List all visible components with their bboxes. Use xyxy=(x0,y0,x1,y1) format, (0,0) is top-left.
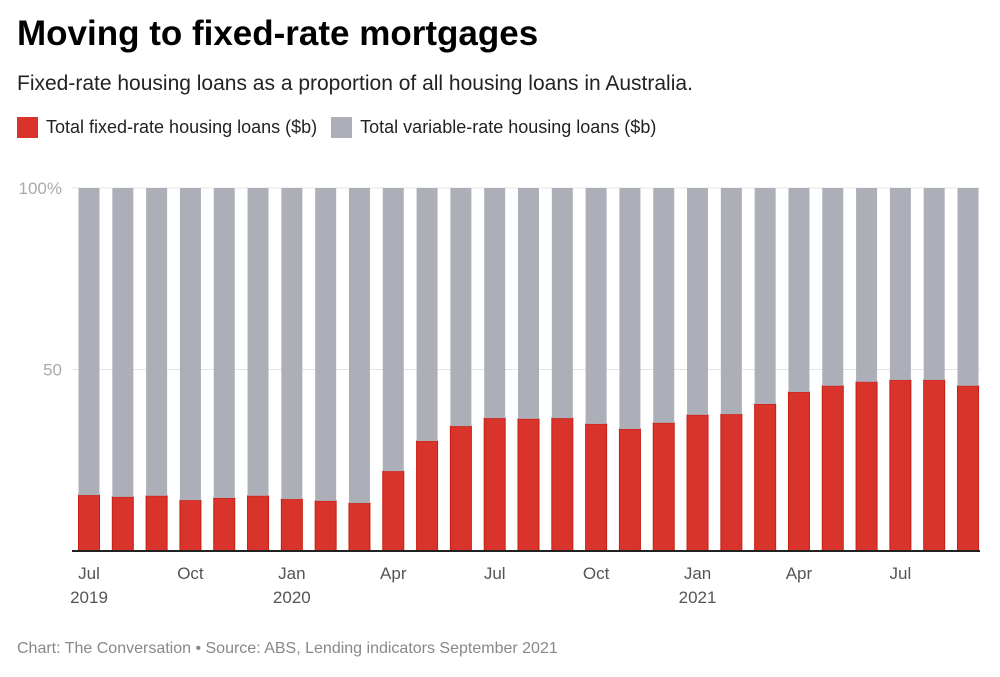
bar-variable xyxy=(179,188,201,501)
bar-variable xyxy=(720,188,742,415)
bar-variable xyxy=(585,188,607,424)
bar-fixed xyxy=(179,499,202,552)
bar-variable xyxy=(889,188,911,381)
bar-variable xyxy=(247,188,269,496)
bar-variable xyxy=(619,188,641,430)
bar-variable xyxy=(315,188,337,501)
legend-item-variable: Total variable-rate housing loans ($b) xyxy=(331,117,656,138)
bar-variable xyxy=(348,188,370,504)
bar-variable xyxy=(957,188,979,386)
bar-fixed xyxy=(957,385,979,552)
bar-fixed xyxy=(348,502,371,552)
bar-variable xyxy=(382,188,404,472)
bar-variable xyxy=(518,188,539,419)
x-tick-label: Jan xyxy=(278,564,305,583)
x-tick-label: Jul xyxy=(890,564,912,583)
chart-title: Moving to fixed-rate mortgages xyxy=(17,14,539,53)
x-tick-label: Apr xyxy=(786,564,813,583)
bar-variable xyxy=(551,188,573,419)
bar-fixed xyxy=(247,495,270,552)
legend: Total fixed-rate housing loans ($b) Tota… xyxy=(17,117,656,138)
bar-fixed xyxy=(652,422,675,552)
bar-fixed xyxy=(517,418,540,552)
bar-variable xyxy=(923,188,945,381)
x-tick-label: Oct xyxy=(583,564,610,583)
bar-fixed xyxy=(686,414,709,552)
bar-variable xyxy=(450,188,472,427)
bar-fixed xyxy=(889,379,912,552)
y-tick-label: 100% xyxy=(19,179,62,198)
x-tick-year: 2020 xyxy=(273,588,311,607)
bar-fixed xyxy=(618,428,641,552)
chart-subtitle: Fixed-rate housing loans as a proportion… xyxy=(17,72,693,95)
bar-fixed xyxy=(280,498,303,552)
x-tick-label: Apr xyxy=(380,564,407,583)
x-tick-label: Jan xyxy=(684,564,711,583)
bar-fixed xyxy=(923,379,946,552)
bar-fixed xyxy=(382,470,405,552)
bar-variable xyxy=(856,188,878,382)
bar-fixed xyxy=(213,497,236,552)
bar-fixed xyxy=(145,495,168,552)
x-tick-label: Jul xyxy=(78,564,100,583)
bar-fixed xyxy=(787,391,810,552)
legend-swatch-fixed xyxy=(17,117,38,138)
legend-item-fixed: Total fixed-rate housing loans ($b) xyxy=(17,117,317,138)
x-tick-year: 2021 xyxy=(679,588,717,607)
bar-fixed xyxy=(551,417,574,552)
bar-fixed xyxy=(720,413,743,552)
bar-variable xyxy=(653,188,675,423)
chart-source: Chart: The Conversation • Source: ABS, L… xyxy=(17,640,558,657)
bar-variable xyxy=(788,188,810,393)
bar-variable xyxy=(484,188,506,419)
bar-fixed xyxy=(585,423,608,552)
bar-fixed xyxy=(78,494,100,552)
bar-variable xyxy=(822,188,844,386)
y-tick-label: 50 xyxy=(43,361,62,380)
x-tick-label: Oct xyxy=(177,564,204,583)
bar-variable xyxy=(754,188,776,404)
bar-variable xyxy=(416,188,438,442)
bar-fixed xyxy=(483,417,506,552)
bar-variable xyxy=(687,188,709,415)
bar-variable xyxy=(213,188,235,499)
bar-variable xyxy=(112,188,134,497)
bar-variable xyxy=(146,188,168,496)
legend-label-variable: Total variable-rate housing loans ($b) xyxy=(360,117,657,137)
bar-fixed xyxy=(416,440,439,552)
bar-fixed xyxy=(821,385,844,552)
bar-variable xyxy=(281,188,303,500)
legend-label-fixed: Total fixed-rate housing loans ($b) xyxy=(46,117,318,137)
x-tick-label: Jul xyxy=(484,564,506,583)
bar-variable xyxy=(78,188,100,496)
legend-swatch-variable xyxy=(331,117,353,138)
bar-fixed xyxy=(111,496,134,552)
bar-fixed xyxy=(449,425,472,552)
bar-fixed xyxy=(754,403,777,552)
bar-fixed xyxy=(314,500,337,552)
bar-fixed xyxy=(855,381,878,552)
x-tick-year: 2019 xyxy=(70,588,108,607)
